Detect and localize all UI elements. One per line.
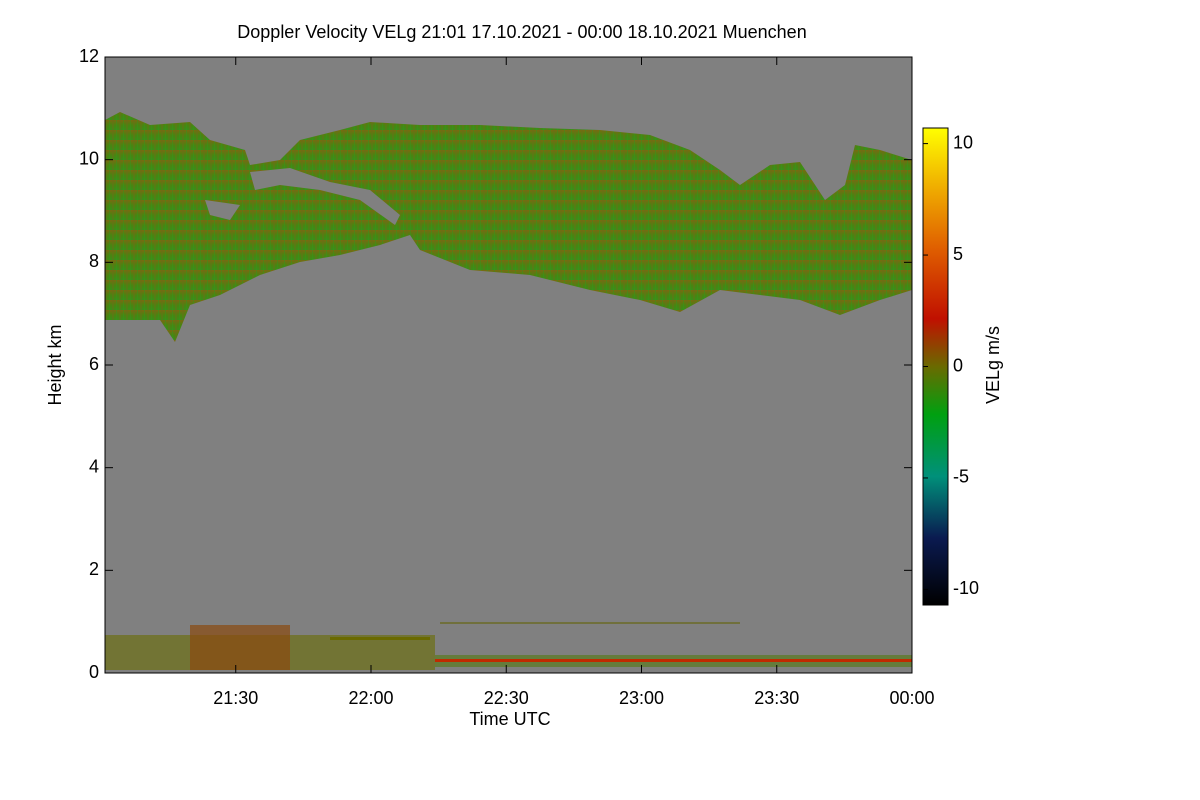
colorbar-tick-label: -10 (953, 578, 979, 598)
x-tick-label: 22:30 (484, 688, 529, 708)
x-tick-label: 21:30 (213, 688, 258, 708)
x-tick-label: 00:00 (889, 688, 934, 708)
colorbar-tick-label: 0 (953, 355, 963, 375)
y-tick-label: 4 (89, 456, 99, 476)
y-tick-label: 10 (79, 148, 99, 168)
x-tick-label: 22:00 (348, 688, 393, 708)
low-band (190, 625, 290, 670)
low-band (440, 622, 740, 624)
colorbar-label: VELg m/s (983, 326, 1003, 404)
colorbar-tick-label: -5 (953, 467, 969, 487)
colorbar-tick-label: 5 (953, 244, 963, 264)
y-tick-label: 2 (89, 559, 99, 579)
low-band (330, 637, 430, 640)
y-tick-label: 8 (89, 251, 99, 271)
x-tick-label: 23:30 (754, 688, 799, 708)
low-band (435, 659, 912, 662)
chart-title: Doppler Velocity VELg 21:01 17.10.2021 -… (237, 22, 806, 42)
cloud-field (105, 112, 912, 342)
y-tick-label: 0 (89, 662, 99, 682)
low-echo (105, 622, 912, 670)
cloud-gap (205, 200, 240, 220)
cloud-gap (250, 168, 400, 225)
x-tick-label: 23:00 (619, 688, 664, 708)
y-tick-label: 12 (79, 46, 99, 66)
x-axis-label: Time UTC (469, 709, 550, 729)
y-axis-label: Height km (45, 324, 65, 405)
colorbar-tick-label: 10 (953, 132, 973, 152)
y-tick-label: 6 (89, 354, 99, 374)
cloud-echo (105, 112, 912, 342)
